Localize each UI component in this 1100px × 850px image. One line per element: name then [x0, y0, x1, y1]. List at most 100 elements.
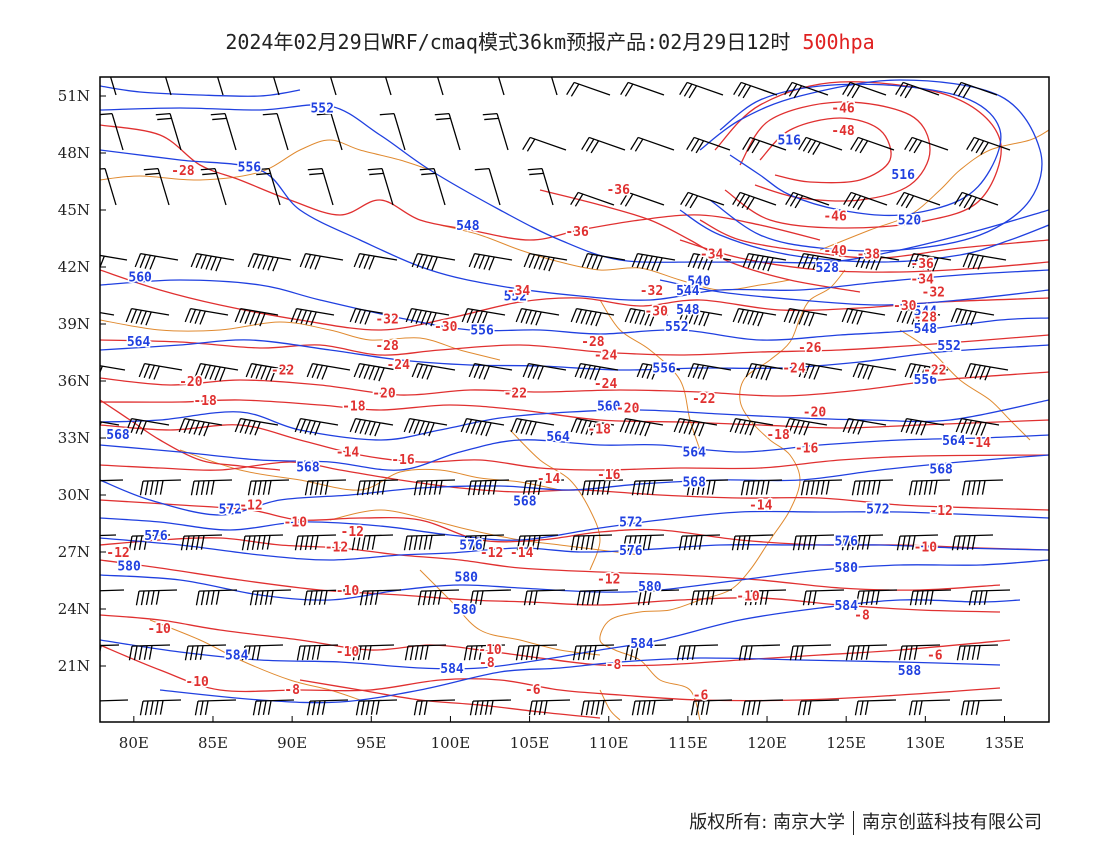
wind-barb [745, 362, 790, 381]
wind-barb [953, 81, 998, 99]
height-contour [100, 279, 1049, 341]
wind-barb [434, 112, 461, 151]
wind-barb [909, 589, 952, 606]
wind-barb [964, 362, 1009, 381]
wind-barb [690, 589, 733, 606]
temperature-contour-label: -22 [692, 392, 715, 407]
lat-tick-label: 21N [58, 657, 90, 675]
height-contour-label: 548 [676, 303, 700, 318]
wind-barb [462, 534, 505, 551]
height-contour [719, 83, 1002, 217]
temperature-contour-label: -8 [854, 609, 870, 624]
height-contour-label: 568 [513, 495, 537, 510]
height-contour [100, 85, 301, 97]
wind-barb [783, 307, 828, 327]
wind-barb [527, 167, 554, 206]
temperature-contour-label: -10 [336, 645, 360, 660]
height-contour-label: 572 [219, 502, 242, 517]
height-contour [100, 599, 1021, 670]
height-contour-label: 584 [225, 649, 249, 664]
wind-barb [620, 81, 665, 97]
wind-barb [855, 589, 898, 606]
wind-barb [678, 534, 721, 551]
wind-barb [896, 307, 941, 326]
wind-barb [798, 362, 843, 380]
height-contour-label: 560 [597, 400, 621, 415]
height-contour-label: 584 [630, 637, 654, 652]
temperature-contour-label: -16 [597, 468, 621, 483]
wind-barb [574, 362, 619, 381]
wind-barb [100, 311, 115, 316]
wind-barb [956, 644, 999, 661]
height-contour-label: 580 [117, 559, 141, 574]
wind-barb [329, 77, 337, 96]
wind-barb [744, 589, 787, 606]
wind-barb [896, 534, 939, 551]
temperature-contour-label: -12 [597, 573, 620, 588]
wind-barb [190, 479, 233, 496]
wind-barb [785, 191, 830, 209]
temperature-contours [100, 81, 1049, 719]
wind-barb [413, 699, 456, 716]
wind-barb [581, 479, 624, 496]
wind-barb [403, 534, 446, 551]
temperature-contour-label: -26 [798, 341, 822, 356]
height-contour-label: 568 [106, 428, 130, 443]
temperature-contour-label: -18 [193, 394, 217, 409]
height-contour-label: 572 [619, 516, 642, 531]
temperature-contour-label: -32 [640, 284, 663, 299]
temperature-contour-label: -30 [434, 320, 458, 335]
temperature-contour-label: -20 [372, 386, 396, 401]
wind-barb [241, 534, 284, 551]
wind-barb [789, 644, 832, 661]
temperature-contour-label: -16 [391, 453, 415, 468]
wind-barb [143, 167, 170, 206]
wind-barb [852, 362, 897, 380]
height-contour-label: 580 [638, 580, 662, 595]
lon-tick-label: 105E [510, 734, 550, 752]
temperature-contour-label: -34 [700, 248, 724, 263]
wind-barb [290, 307, 335, 326]
wind-barb [740, 479, 783, 496]
lat-tick-label: 45N [58, 201, 90, 219]
wind-barb [550, 77, 558, 96]
lon-tick-label: 100E [431, 734, 471, 752]
height-contour-label: 576 [619, 544, 643, 559]
temperature-contour [100, 644, 1001, 702]
wind-barb [241, 644, 284, 661]
wind-barb [306, 699, 349, 716]
chart-title: 2024年02月29日WRF/cmaq模式36km预报产品:02月29日12时 5… [0, 26, 1100, 55]
wind-barb [904, 362, 949, 381]
wind-barb [581, 252, 626, 270]
temperature-contour [100, 614, 1011, 667]
height-contour-label: 564 [546, 430, 570, 445]
wind-barb [134, 252, 179, 270]
height-contour-label: 516 [777, 134, 801, 149]
wind-barb [194, 699, 237, 716]
wind-barb [155, 112, 182, 151]
temperature-contour-label: -12 [341, 525, 364, 540]
wind-barb [299, 252, 344, 270]
wind-barb [572, 644, 615, 661]
wind-barb [733, 81, 778, 99]
wind-barb [194, 362, 239, 382]
height-contour-label: 548 [914, 322, 938, 337]
wind-barb [961, 479, 1004, 496]
wind-barb [523, 589, 566, 606]
height-contour-label: 568 [296, 461, 320, 476]
wind-barb [850, 136, 895, 154]
temperature-contour-label: -6 [525, 683, 541, 698]
wind-barb [950, 307, 995, 326]
coastline-segment [100, 319, 501, 361]
wind-barb [417, 589, 460, 606]
temperature-contour-label: -6 [927, 649, 943, 664]
height-contour-label: 568 [929, 462, 953, 477]
wind-barb [687, 252, 732, 271]
lat-tick-label: 48N [58, 144, 90, 162]
temperature-contour-label: -10 [185, 675, 209, 690]
wind-barb [247, 479, 290, 496]
wind-barb [190, 252, 235, 272]
coastline-layer [100, 129, 1049, 721]
wind-barb [195, 589, 238, 606]
temperature-contour-label: -8 [479, 656, 495, 671]
